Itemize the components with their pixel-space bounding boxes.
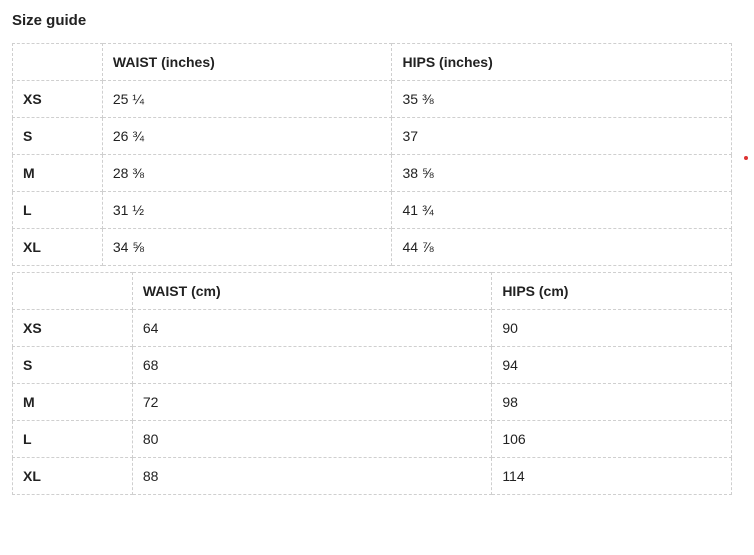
size-label: L — [13, 421, 133, 458]
hips-value: 90 — [492, 310, 732, 347]
table-row: XS 64 90 — [13, 310, 732, 347]
size-label: XS — [13, 81, 103, 118]
hips-value: 38 ⅝ — [392, 155, 732, 192]
col-header-waist: WAIST (cm) — [132, 273, 491, 310]
table-row: L 80 106 — [13, 421, 732, 458]
table-row: L 31 ½ 41 ¾ — [13, 192, 732, 229]
waist-value: 72 — [132, 384, 491, 421]
hips-value: 35 ⅜ — [392, 81, 732, 118]
size-label: XL — [13, 229, 103, 266]
table-row: S 26 ¾ 37 — [13, 118, 732, 155]
hips-value: 41 ¾ — [392, 192, 732, 229]
size-table-inches: WAIST (inches) HIPS (inches) XS 25 ¼ 35 … — [12, 43, 732, 266]
waist-value: 80 — [132, 421, 491, 458]
hips-value: 98 — [492, 384, 732, 421]
col-header-blank — [13, 273, 133, 310]
decorative-dot — [744, 156, 748, 160]
size-label: S — [13, 347, 133, 384]
table-row: S 68 94 — [13, 347, 732, 384]
size-table-cm: WAIST (cm) HIPS (cm) XS 64 90 S 68 94 M … — [12, 272, 732, 495]
waist-value: 28 ⅜ — [102, 155, 392, 192]
hips-value: 106 — [492, 421, 732, 458]
table-row: XL 88 114 — [13, 458, 732, 495]
table-row: M 72 98 — [13, 384, 732, 421]
col-header-blank — [13, 44, 103, 81]
size-label: XL — [13, 458, 133, 495]
col-header-hips: HIPS (inches) — [392, 44, 732, 81]
size-label: XS — [13, 310, 133, 347]
size-label: M — [13, 155, 103, 192]
waist-value: 26 ¾ — [102, 118, 392, 155]
hips-value: 94 — [492, 347, 732, 384]
table-header-row: WAIST (inches) HIPS (inches) — [13, 44, 732, 81]
table-row: XL 34 ⅝ 44 ⅞ — [13, 229, 732, 266]
hips-value: 114 — [492, 458, 732, 495]
size-label: S — [13, 118, 103, 155]
hips-value: 37 — [392, 118, 732, 155]
table-header-row: WAIST (cm) HIPS (cm) — [13, 273, 732, 310]
table-row: M 28 ⅜ 38 ⅝ — [13, 155, 732, 192]
waist-value: 64 — [132, 310, 491, 347]
col-header-hips: HIPS (cm) — [492, 273, 732, 310]
waist-value: 68 — [132, 347, 491, 384]
size-label: L — [13, 192, 103, 229]
waist-value: 31 ½ — [102, 192, 392, 229]
waist-value: 34 ⅝ — [102, 229, 392, 266]
waist-value: 88 — [132, 458, 491, 495]
size-label: M — [13, 384, 133, 421]
hips-value: 44 ⅞ — [392, 229, 732, 266]
size-guide-title: Size guide — [12, 12, 742, 29]
table-row: XS 25 ¼ 35 ⅜ — [13, 81, 732, 118]
waist-value: 25 ¼ — [102, 81, 392, 118]
col-header-waist: WAIST (inches) — [102, 44, 392, 81]
